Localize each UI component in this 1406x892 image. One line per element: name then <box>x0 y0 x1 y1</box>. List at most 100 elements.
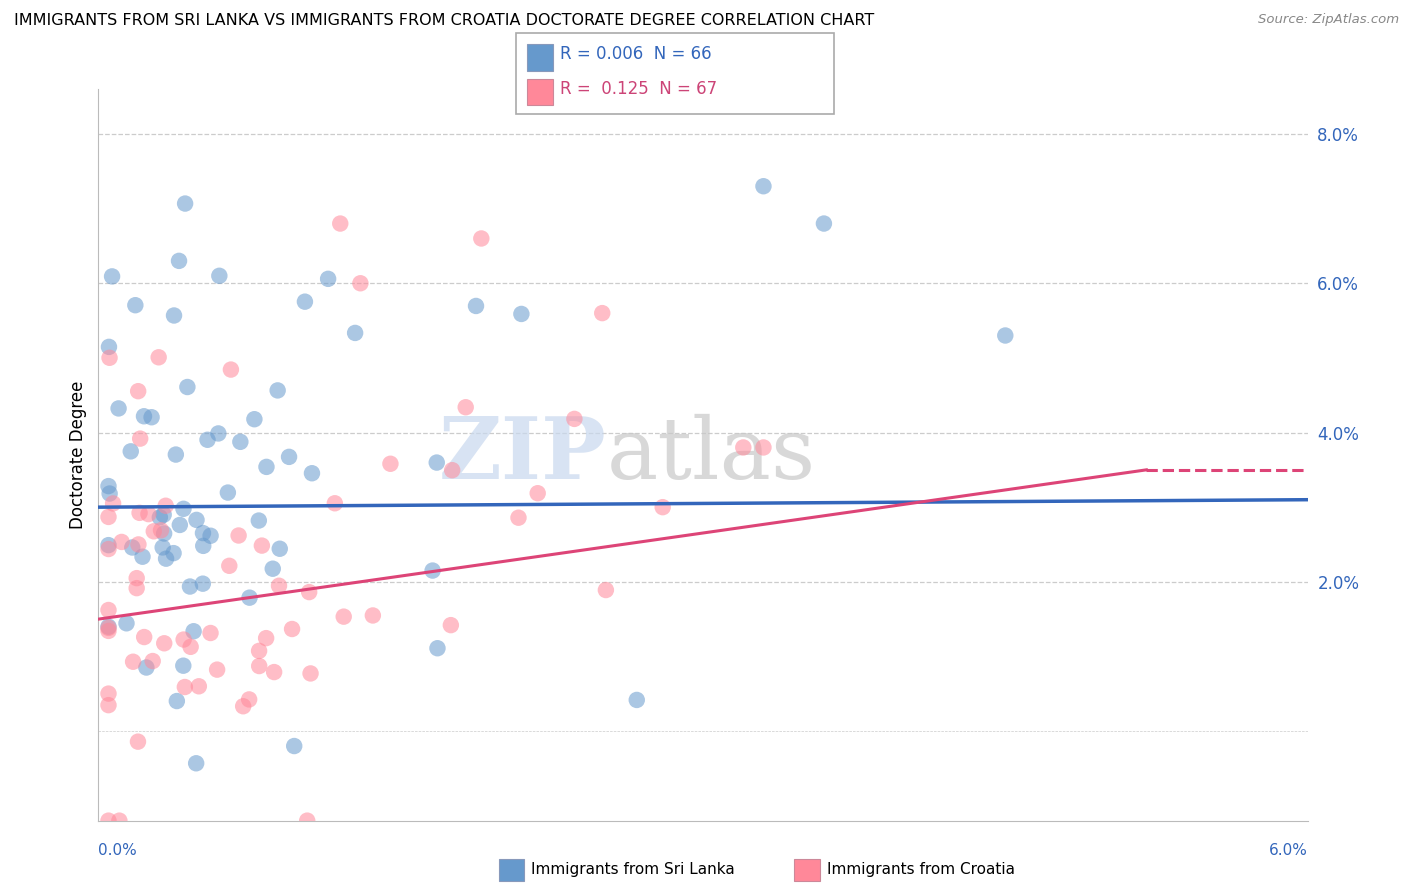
Point <box>250 539 273 553</box>
Point <box>148 351 170 365</box>
Point <box>132 409 155 424</box>
Point <box>138 507 160 521</box>
Point <box>752 441 775 455</box>
Point <box>127 734 149 748</box>
Point <box>193 539 215 553</box>
Point <box>332 609 354 624</box>
Point <box>219 362 242 376</box>
Point <box>247 659 270 673</box>
Point <box>176 380 198 394</box>
Point <box>149 510 172 524</box>
Point <box>111 535 134 549</box>
Point <box>229 434 252 449</box>
Point <box>153 526 176 541</box>
Text: ZIP: ZIP <box>439 413 606 497</box>
Point <box>207 426 229 441</box>
Point <box>283 739 305 753</box>
Point <box>131 549 153 564</box>
Point <box>426 641 449 656</box>
Point <box>254 631 277 645</box>
Text: Source: ZipAtlas.com: Source: ZipAtlas.com <box>1258 13 1399 27</box>
Point <box>281 622 304 636</box>
Point <box>97 687 120 701</box>
Point <box>128 506 150 520</box>
Point <box>197 433 219 447</box>
Point <box>152 541 174 555</box>
Point <box>134 630 156 644</box>
Point <box>150 523 173 537</box>
Point <box>298 585 321 599</box>
Point <box>107 401 129 416</box>
Point <box>97 542 120 557</box>
Point <box>278 450 301 464</box>
Point <box>97 814 120 828</box>
Point <box>98 486 121 500</box>
Point <box>179 580 201 594</box>
Point <box>167 253 190 268</box>
Point <box>101 269 124 284</box>
Point <box>591 306 613 320</box>
Point <box>186 756 208 771</box>
Point <box>205 663 228 677</box>
Point <box>269 541 291 556</box>
Point <box>173 632 195 647</box>
Text: atlas: atlas <box>606 413 815 497</box>
Point <box>183 624 205 639</box>
Point <box>97 621 120 635</box>
Point <box>465 299 488 313</box>
Point <box>169 518 191 533</box>
Point <box>129 432 152 446</box>
Point <box>323 496 346 510</box>
Point <box>98 340 121 354</box>
Point <box>124 298 146 312</box>
Point <box>98 351 121 365</box>
Point <box>173 501 195 516</box>
Point <box>247 644 270 658</box>
Point <box>152 508 174 522</box>
Point <box>344 326 367 340</box>
Text: 0.0%: 0.0% <box>98 843 138 858</box>
Point <box>101 496 124 510</box>
Text: Immigrants from Croatia: Immigrants from Croatia <box>827 863 1015 877</box>
Point <box>441 463 464 477</box>
Point <box>733 441 755 455</box>
Point <box>508 510 530 524</box>
Point <box>97 479 120 493</box>
Point <box>135 660 157 674</box>
Y-axis label: Doctorate Degree: Doctorate Degree <box>69 381 87 529</box>
Point <box>166 694 188 708</box>
Point <box>238 591 260 605</box>
Point <box>97 624 120 638</box>
Point <box>510 307 533 321</box>
Point <box>994 328 1017 343</box>
Point <box>121 541 143 555</box>
Point <box>301 467 323 481</box>
Point <box>218 558 240 573</box>
Point <box>626 693 648 707</box>
Point <box>125 581 148 595</box>
Point <box>122 655 145 669</box>
Point <box>163 309 186 323</box>
Point <box>232 699 254 714</box>
Point <box>127 537 149 551</box>
Point <box>187 679 209 693</box>
Point <box>454 401 477 415</box>
Point <box>108 814 131 828</box>
Point <box>595 582 617 597</box>
Point <box>294 294 316 309</box>
Point <box>262 562 284 576</box>
Point <box>208 268 231 283</box>
Point <box>174 196 197 211</box>
Point <box>256 459 278 474</box>
Point <box>200 529 222 543</box>
Point <box>380 457 402 471</box>
Point <box>115 616 138 631</box>
Point <box>153 636 176 650</box>
Point <box>173 680 195 694</box>
Point <box>162 546 184 560</box>
Point <box>526 486 548 500</box>
Point <box>97 698 120 713</box>
Point <box>316 272 339 286</box>
Point <box>813 217 835 231</box>
Point <box>97 538 120 552</box>
